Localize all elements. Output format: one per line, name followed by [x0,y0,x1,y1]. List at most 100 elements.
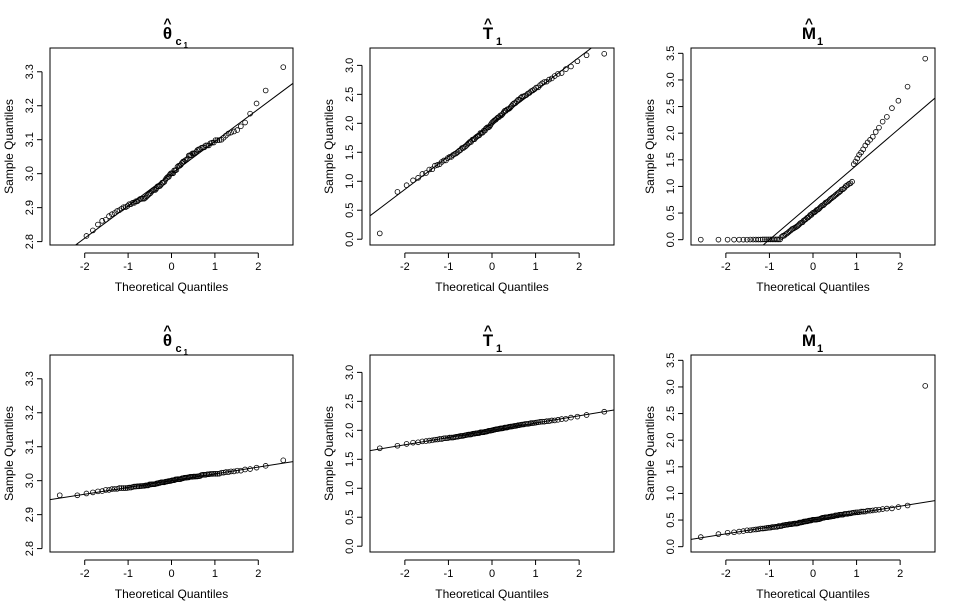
title-hat: ^ [805,322,813,338]
qq-point [280,457,287,464]
y-tick-label: 2.9 [24,200,36,215]
title-symbol: T [483,24,494,43]
plot-frame [49,47,294,246]
x-tick-label: 0 [810,261,816,273]
qq-point [563,66,569,72]
x-tick-label: -1 [765,261,775,273]
x-tick-label: -1 [123,568,133,580]
y-tick-label: 3.0 [665,72,677,87]
qq-point [760,525,766,532]
title-hat: ^ [805,15,813,31]
qq-point [57,250,62,255]
title-hat: ^ [163,15,171,31]
qq-reference-line [762,97,935,245]
x-axis-label: Theoretical Quantiles [435,280,548,294]
qq-point [126,201,133,207]
y-tick-label: 3.1 [24,132,36,147]
qq-point [75,244,80,245]
plot-frame [690,354,936,553]
qq-point [715,531,722,537]
qq-point [448,154,455,160]
y-axis-label: Sample Quantiles [2,406,16,501]
y-tick-label: 3.5 [665,46,677,61]
qq-point [844,182,851,188]
y-tick-label: 0.5 [665,205,677,220]
qq-point [904,83,911,90]
x-tick-label: 1 [533,568,539,580]
qq-point [568,414,574,421]
x-axis-label: Theoretical Quantiles [115,280,228,294]
qq-point [74,492,81,499]
panel-title: M^ 1 [802,15,823,48]
qq-point [747,236,754,243]
qq-point [869,507,876,514]
qq-point [56,492,63,499]
qq-point [415,175,421,181]
y-tick-label: 3.1 [24,439,36,454]
qq-point [724,529,731,536]
title-symbol: M [802,24,816,43]
qq-point [262,463,269,469]
title-hat: ^ [484,15,492,31]
qq-point [583,52,590,59]
x-tick-label: 0 [810,568,816,580]
qq-point [563,416,569,422]
y-tick-label: 1.0 [665,179,677,194]
x-axis-label: Theoretical Quantiles [756,280,869,294]
qq-point [740,236,747,243]
title-symbol: θ [163,331,172,350]
qq-point [546,418,552,424]
y-tick-label: 3.2 [24,98,36,113]
y-tick-label: 1.5 [344,145,356,160]
y-tick-label: 2.5 [344,394,356,409]
qq-point [849,178,855,185]
qq-point [134,483,141,490]
y-tick-label: 1.0 [344,174,356,189]
qq-point [541,79,548,85]
qq-point [854,509,861,516]
title-subscript: 1 [817,343,823,355]
qq-point [528,420,534,426]
qq-points [697,55,929,243]
y-tick-label: 1.5 [665,152,677,167]
qq-point [872,507,879,513]
qq-points [56,457,287,499]
panel-title: θ^ c 1 [163,322,189,357]
qq-point [120,485,127,491]
qq-panel-5: -2 -1 0 1 2 0.0 0.5 1.0 1.5 2.0 2.5 3.0 Theoretical … [322,322,615,601]
qq-point [858,508,864,515]
qq-point [574,413,581,420]
qq-point [867,507,873,514]
qq-point [118,485,125,491]
qq-point [426,166,433,173]
y-tick-label: 0.0 [665,539,677,554]
qq-point [225,469,232,475]
qq-point [212,137,219,143]
qq-point [234,127,241,133]
qq-point [419,438,426,445]
qq-point [840,186,846,192]
qq-point [209,471,215,477]
y-tick-label: 1.0 [665,486,677,501]
qq-point [183,157,190,163]
qq-point [253,100,260,107]
y-tick-label: 2.0 [344,423,356,438]
y-tick-label: 2.5 [665,99,677,114]
qq-point [884,114,890,120]
qq-point [216,137,223,143]
qq-point [889,505,895,512]
qq-point [415,439,421,446]
qq-point [419,171,426,177]
y-tick-label: 3.2 [24,405,36,420]
qq-point [558,416,565,422]
qq-point [551,417,558,424]
qq-point [895,504,902,510]
x-tick-label: 2 [255,568,261,580]
qq-point [262,87,269,94]
title-subsubscript: 1 [184,41,189,50]
qq-point [423,438,429,444]
qq-point [543,418,550,425]
qq-point [214,470,221,477]
qq-point [247,466,253,472]
x-tick-label: 2 [897,261,903,273]
